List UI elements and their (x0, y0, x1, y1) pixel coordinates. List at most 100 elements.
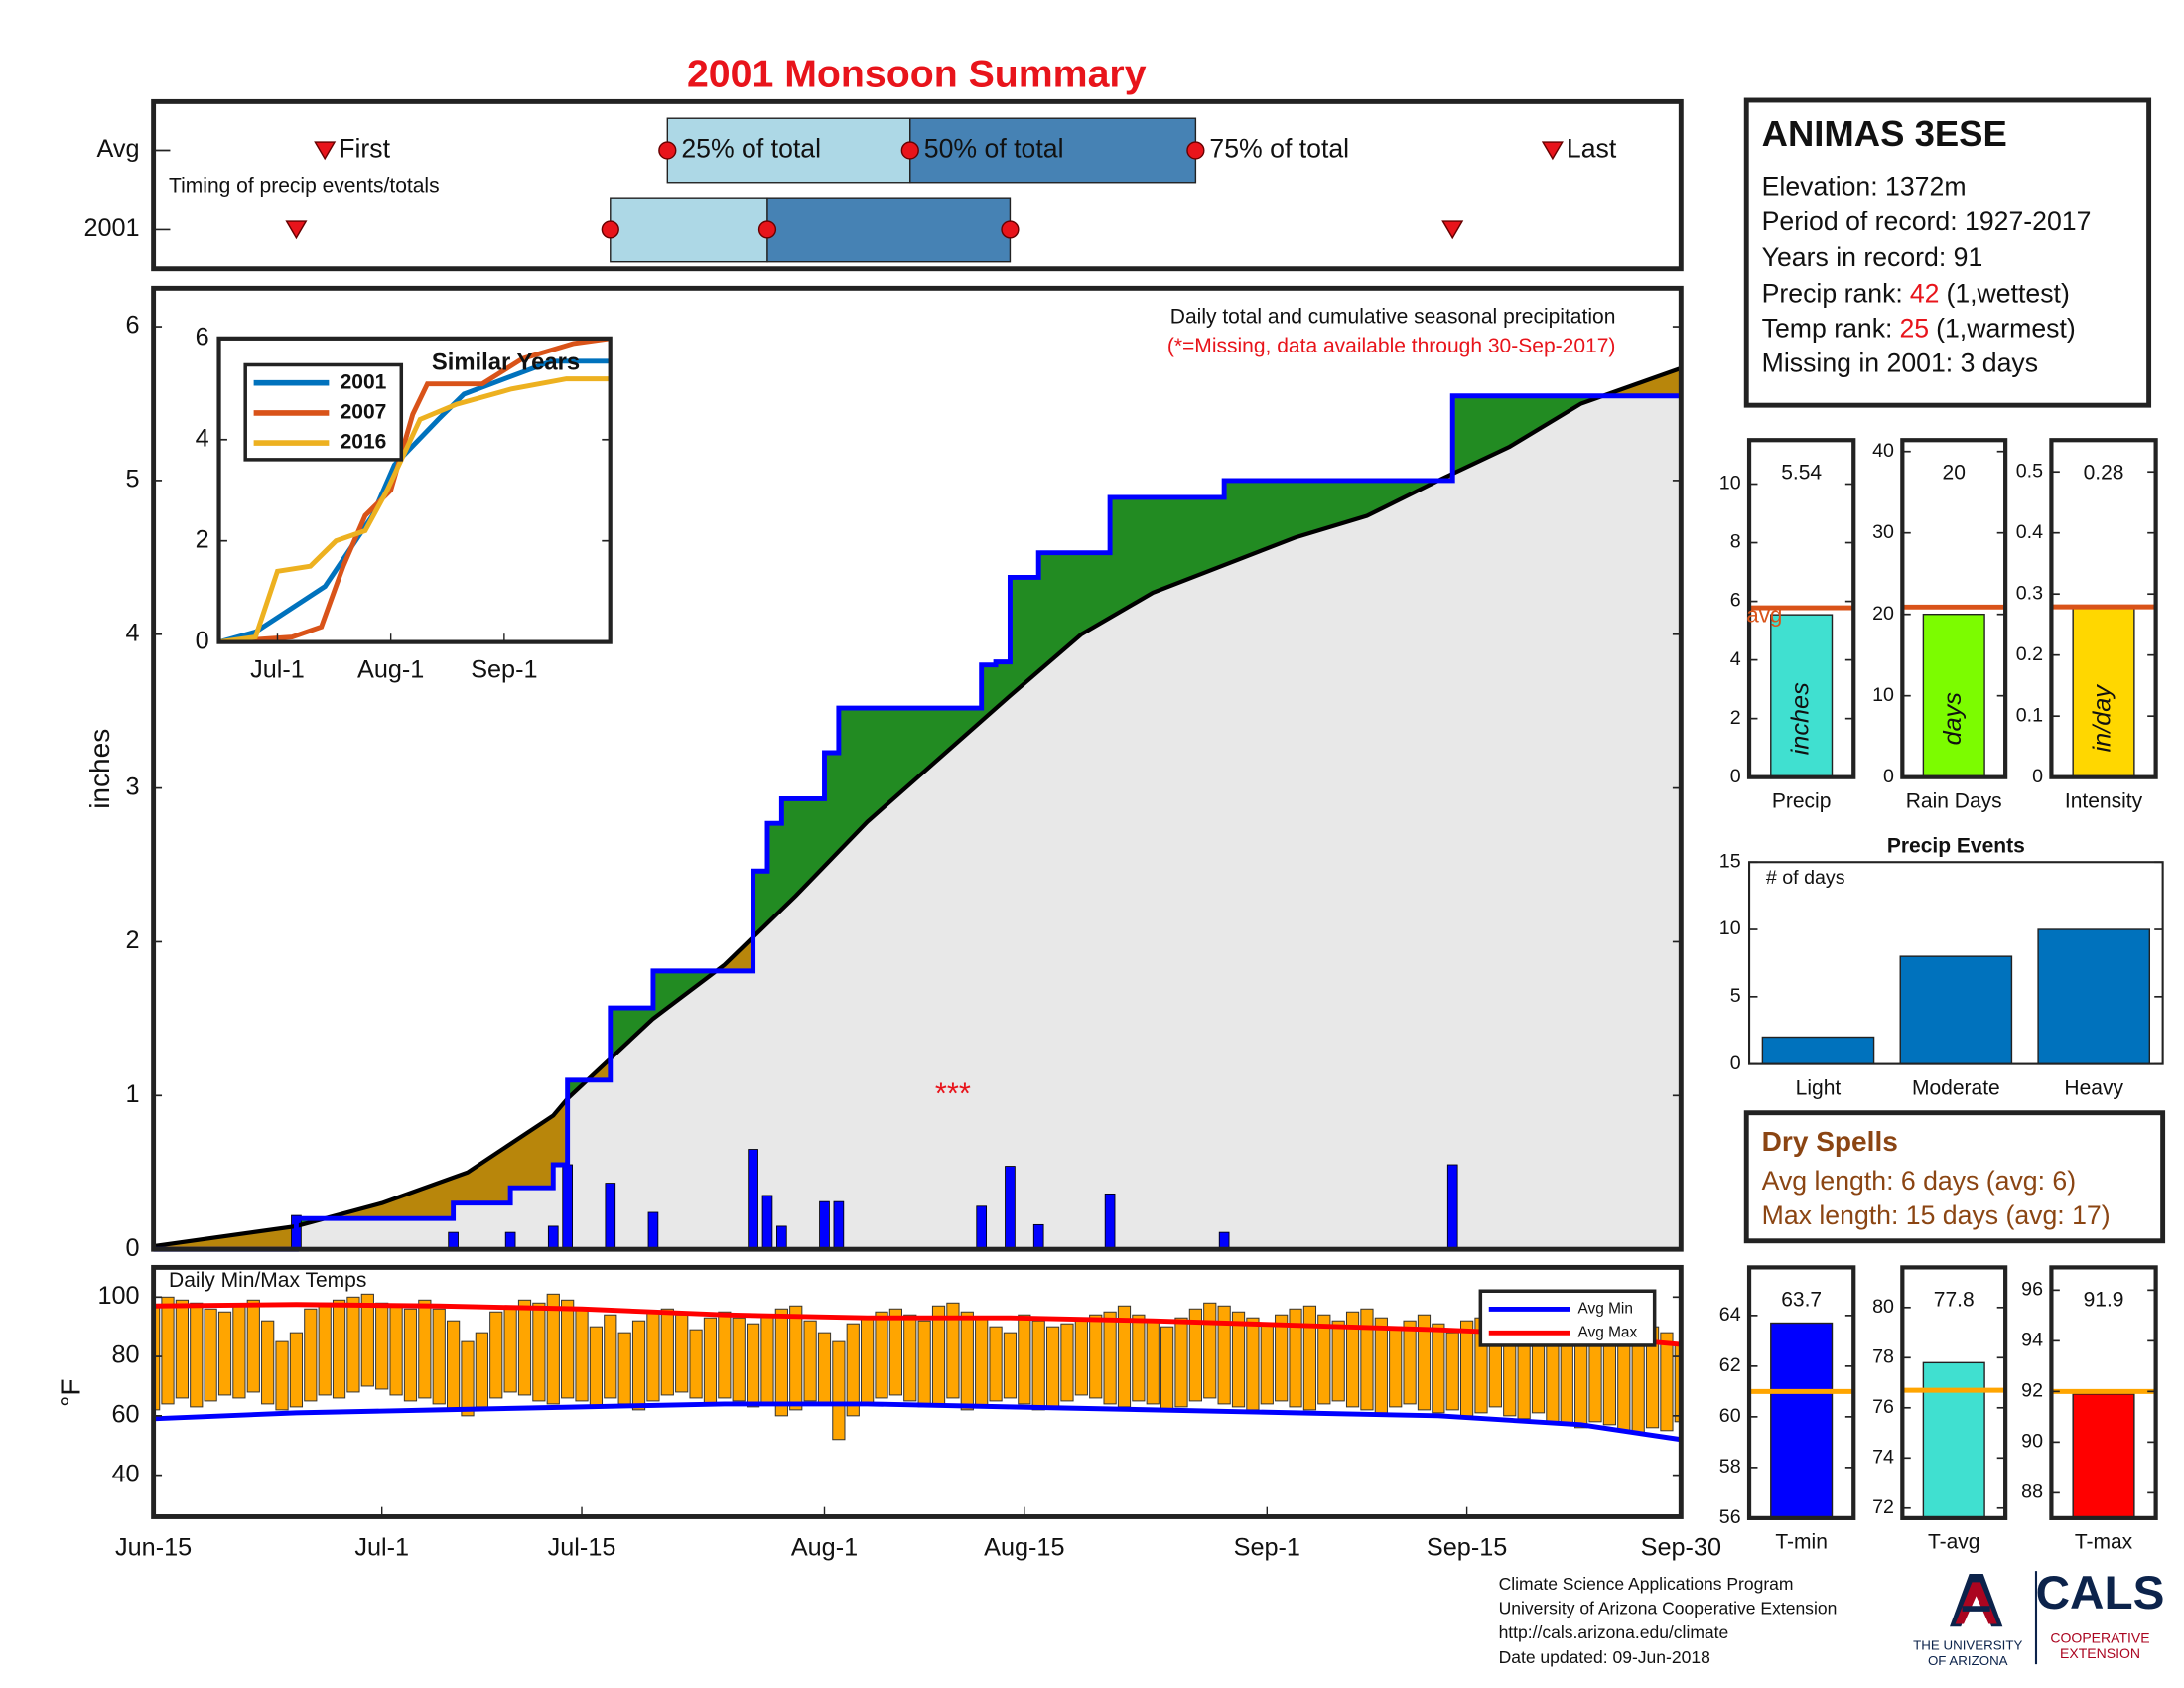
y-tick-label: 0 (196, 627, 209, 654)
footer-line: Date updated: 09-Jun-2018 (1499, 1647, 1710, 1667)
temp-bar (774, 1308, 788, 1417)
x-tick-label: Moderate (1912, 1076, 2000, 1099)
stat-bar (1922, 613, 1985, 778)
temp-bar (418, 1299, 432, 1399)
temp-bar (1246, 1317, 1260, 1411)
station-rank: Temp rank: 25 (1,warmest) (1762, 313, 2076, 343)
stat-bar (1770, 1322, 1834, 1519)
dry-spells-line: Avg length: 6 days (avg: 6) (1762, 1166, 2076, 1196)
temp-bar (489, 1311, 503, 1399)
event-marker (314, 141, 337, 161)
y-tick-label: 58 (1719, 1456, 1741, 1477)
y-tick-label: 5 (126, 466, 140, 493)
temp-bar (746, 1323, 760, 1408)
value-label: 77.8 (1934, 1289, 1975, 1312)
daily-bar (562, 1164, 573, 1250)
temp-bar (532, 1302, 546, 1402)
quantile-marker (658, 141, 677, 160)
x-tick-label: Sep-1 (1234, 1533, 1300, 1561)
y-tick-label: 90 (2021, 1431, 2043, 1453)
daily-bar (748, 1149, 758, 1250)
temp-bar (246, 1299, 260, 1393)
legend-label: 2016 (341, 431, 387, 454)
dry-spells-title: Dry Spells (1762, 1126, 1898, 1157)
station-info: Elevation: 1372m (1762, 171, 1967, 201)
chart-title: Daily total and cumulative seasonal prec… (1170, 305, 1616, 328)
rank-value: 25 (1899, 313, 1929, 343)
temp-bar (1631, 1337, 1645, 1435)
temp-bar (153, 1305, 161, 1411)
temp-bar (1275, 1314, 1289, 1402)
y-tick-label: 10 (1719, 917, 1741, 939)
temp-bar (1560, 1335, 1573, 1426)
missing-marker: *** (935, 1075, 971, 1110)
temp-bar (1174, 1317, 1188, 1408)
panel-frame (216, 336, 613, 644)
temp-bar (461, 1340, 475, 1417)
average-line (153, 1302, 1682, 1347)
event-marker (1441, 220, 1464, 240)
unit-label: in/day (2089, 684, 2116, 753)
footer-line: University of Arizona Cooperative Extens… (1499, 1599, 1838, 1618)
marker-label: 75% of total (1209, 134, 1349, 164)
temp-bar (1317, 1314, 1331, 1405)
panel-frame (1900, 438, 2008, 779)
page-title: 2001 Monsoon Summary (687, 53, 1147, 96)
ua-logo-text: THE UNIVERSITY (1913, 1637, 2022, 1652)
temp-bar (1617, 1332, 1631, 1432)
y-tick-label: 5 (1730, 985, 1741, 1007)
y-tick-label: 3 (126, 773, 140, 800)
stat-bar (2072, 1393, 2135, 1519)
second-half-box (909, 117, 1197, 184)
annotation: # of days (1766, 867, 1845, 889)
temp-bar (789, 1305, 803, 1411)
legend-label: Avg Min (1578, 1301, 1633, 1318)
rank-label: Precip rank: (1762, 278, 1903, 308)
temp-bar (375, 1302, 389, 1390)
dry-spells-line: Max length: 15 days (avg: 17) (1762, 1200, 2111, 1230)
bar (1899, 955, 2013, 1065)
temp-bar (931, 1305, 946, 1405)
panel-label: Intensity (2065, 789, 2143, 812)
quantile-marker (900, 141, 919, 160)
temp-bar (1260, 1323, 1274, 1405)
y-tick-label: 88 (2021, 1481, 2043, 1503)
y-tick-label: 100 (97, 1282, 139, 1310)
temp-bar (1203, 1302, 1217, 1399)
x-tick-label: Jun-15 (115, 1533, 192, 1561)
station-info: Years in record: 91 (1762, 242, 1983, 272)
temp-bar (646, 1311, 660, 1402)
average-line (153, 1401, 1682, 1443)
chart-subtitle: (*=Missing, data available through 30-Se… (1167, 335, 1616, 357)
daily-bar (547, 1225, 559, 1250)
temp-bar (960, 1311, 974, 1411)
station-name: ANIMAS 3ESE (1762, 113, 2007, 154)
y-tick-label: 0.2 (2016, 643, 2043, 665)
temp-bar (190, 1302, 204, 1408)
event-marker (285, 220, 308, 240)
temp-bar (332, 1299, 346, 1399)
temp-bar (503, 1305, 517, 1393)
temp-bar (1460, 1320, 1474, 1417)
y-tick-label: 78 (1872, 1345, 1894, 1367)
series-line (218, 376, 611, 642)
panel-label: T-min (1775, 1531, 1828, 1554)
legend-label: Avg Max (1578, 1324, 1638, 1340)
temp-bar (832, 1340, 846, 1441)
y-tick-label: 74 (1872, 1446, 1894, 1468)
temp-bar (275, 1340, 289, 1411)
common-area (153, 395, 1682, 1250)
temp-bar (204, 1308, 217, 1402)
unit-label: inches (1786, 682, 1814, 755)
temp-bar (1302, 1305, 1317, 1411)
y-tick-label: 0 (2032, 766, 2043, 787)
rank-note: (1,wettest) (1946, 278, 2069, 308)
temp-bar (817, 1332, 832, 1405)
row-label: Avg (97, 135, 140, 163)
footer-line: Climate Science Applications Program (1499, 1574, 1794, 1594)
x-tick-label: Light (1796, 1076, 1842, 1099)
y-tick-label: 10 (1872, 684, 1894, 706)
ua-logo (1950, 1571, 2038, 1665)
temp-bar (1331, 1320, 1345, 1402)
